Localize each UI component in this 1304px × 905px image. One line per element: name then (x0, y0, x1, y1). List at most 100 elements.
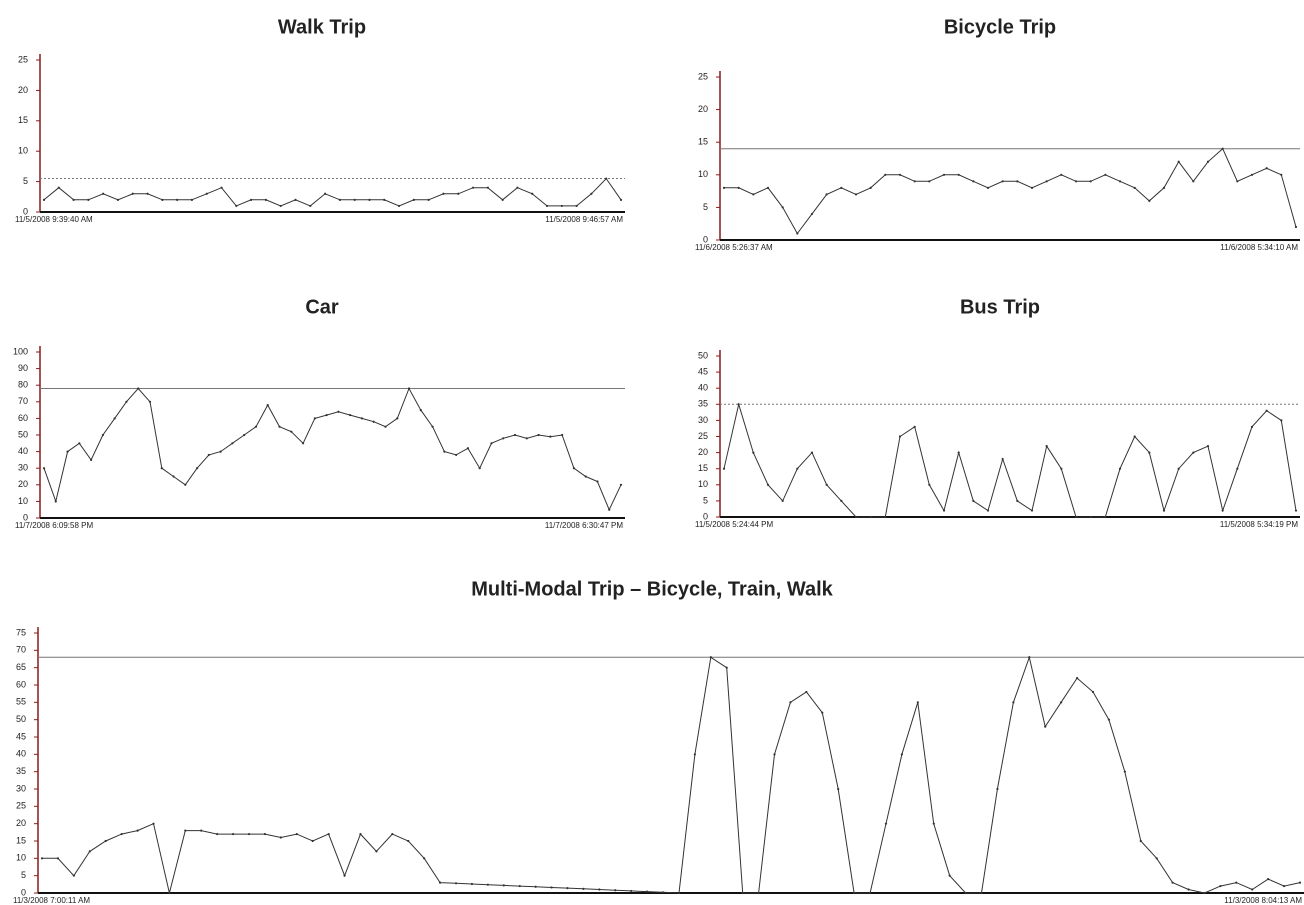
data-point (455, 453, 458, 457)
y-tick-label: 5 (21, 870, 26, 880)
data-point (869, 515, 872, 519)
data-point (146, 192, 149, 195)
data-point (407, 387, 411, 390)
data-point (1075, 676, 1079, 680)
data-point (120, 832, 123, 836)
x-tick-label: 11/3/2008 8:04:13 AM (1224, 896, 1302, 905)
data-point (789, 701, 792, 704)
data-point (148, 400, 152, 403)
data-point (1060, 467, 1063, 470)
data-point (608, 508, 611, 511)
data-point (419, 409, 422, 412)
data-point (279, 204, 282, 208)
data-point (796, 467, 799, 470)
data-point (327, 832, 330, 836)
data-point (810, 212, 814, 216)
data-point (757, 891, 760, 895)
data-point (263, 832, 267, 836)
y-tick-label: 15 (698, 463, 708, 473)
data-point (1012, 701, 1015, 704)
speed-line (724, 147, 1297, 235)
data-point (805, 690, 808, 694)
data-point (359, 832, 362, 836)
data-point (391, 832, 394, 836)
data-point (372, 420, 375, 423)
data-point (54, 500, 57, 503)
data-point (427, 198, 430, 201)
data-point (741, 891, 744, 895)
data-point (490, 442, 493, 445)
data-point (216, 832, 219, 836)
data-point (722, 186, 726, 189)
data-point (254, 425, 258, 428)
data-point (1294, 509, 1298, 512)
data-point (1133, 435, 1136, 438)
data-point (868, 891, 872, 895)
data-point (1148, 199, 1151, 202)
data-point (439, 881, 442, 884)
speed-line (43, 387, 622, 511)
data-point (900, 753, 903, 756)
data-point (1162, 186, 1166, 189)
y-tick-label: 0 (703, 234, 708, 244)
y-tick-label: 10 (18, 146, 28, 156)
data-point (294, 198, 297, 201)
chart-title: Walk Trip (278, 16, 366, 38)
data-point (66, 450, 69, 453)
data-point (796, 232, 799, 235)
speed-line (43, 177, 622, 207)
data-point (584, 475, 587, 478)
y-tick-label: 20 (18, 85, 28, 95)
y-tick-label: 30 (18, 463, 28, 473)
data-point (478, 467, 481, 470)
data-point (928, 180, 931, 183)
y-tick-label: 90 (18, 363, 28, 373)
data-point (1162, 509, 1166, 512)
data-point (423, 857, 426, 860)
data-point (360, 417, 364, 420)
y-tick-label: 5 (703, 495, 708, 505)
y-tick-label: 40 (18, 446, 28, 456)
data-point (590, 192, 593, 195)
y-tick-label: 10 (698, 479, 708, 489)
y-tick-label: 40 (698, 383, 708, 393)
data-point (466, 447, 470, 450)
data-point (537, 433, 540, 437)
data-point (40, 857, 44, 860)
y-tick-label: 10 (698, 169, 708, 179)
data-point (1177, 467, 1180, 470)
data-point (598, 888, 601, 891)
data-point (677, 891, 681, 895)
data-point (957, 451, 960, 454)
chart-title: Bicycle Trip (944, 16, 1056, 38)
y-tick-label: 30 (16, 783, 26, 793)
data-point (572, 467, 575, 470)
data-point (309, 204, 312, 208)
y-tick-label: 30 (698, 415, 708, 425)
data-point (516, 186, 519, 189)
y-tick-label: 20 (698, 447, 708, 457)
data-point (773, 753, 776, 756)
data-point (722, 467, 726, 470)
data-point (1267, 878, 1270, 881)
x-tick-label: 11/6/2008 5:34:10 AM (1220, 243, 1298, 252)
y-tick-label: 75 (16, 627, 26, 637)
data-point (752, 193, 755, 196)
x-tick-label: 11/5/2008 5:24:44 PM (695, 520, 773, 529)
data-point (250, 198, 253, 201)
data-point (810, 451, 814, 454)
y-tick-label: 100 (13, 346, 28, 356)
y-tick-label: 50 (18, 429, 28, 439)
data-point (338, 198, 341, 201)
data-point (1016, 499, 1019, 502)
data-point (116, 198, 120, 201)
y-tick-label: 0 (23, 206, 28, 216)
y-tick-label: 45 (16, 731, 26, 741)
data-point (916, 701, 919, 704)
data-point (1074, 180, 1078, 183)
data-point (1236, 467, 1239, 470)
data-point (1089, 180, 1092, 183)
data-point (1118, 180, 1122, 183)
data-point (101, 433, 104, 437)
